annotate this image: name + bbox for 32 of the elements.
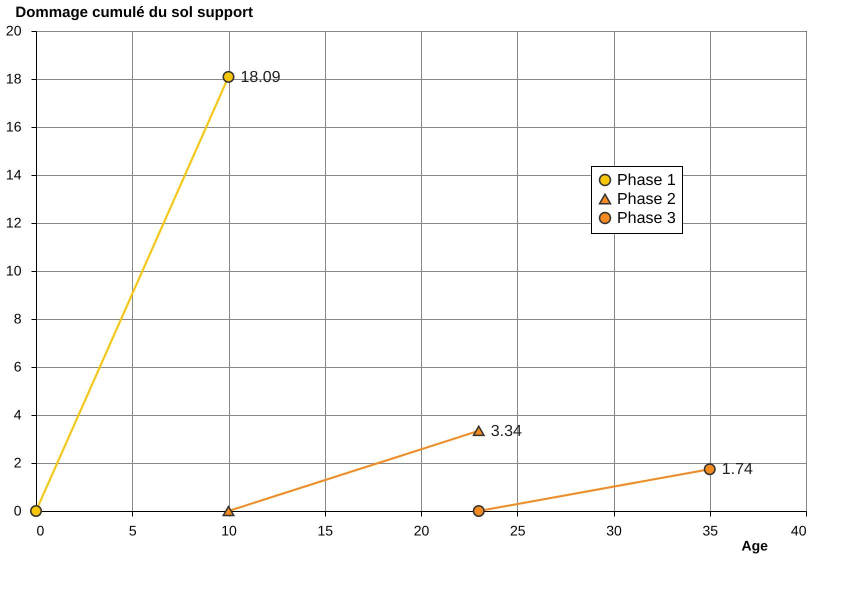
legend-label: Phase 1 (617, 172, 676, 189)
x-tick-label: 20 (414, 522, 430, 538)
data-label: 1.74 (722, 461, 753, 478)
y-tick-label: 2 (14, 454, 22, 470)
x-tick-label: 5 (128, 522, 137, 538)
data-label: 18.09 (240, 68, 281, 86)
point (704, 463, 716, 476)
y-tick-label: 8 (14, 310, 22, 326)
y-tick-label: 18 (6, 70, 22, 86)
x-tick-label: 10 (221, 522, 237, 538)
x-tick-label: 0 (36, 522, 44, 538)
point (222, 70, 234, 83)
point (30, 505, 42, 517)
legend-label: Phase 2 (617, 191, 676, 208)
x-axis-title: Age (742, 538, 768, 554)
x-tick-label: 25 (510, 522, 526, 538)
legend-label: Phase 3 (617, 210, 676, 227)
y-tick-label: 20 (6, 22, 22, 38)
x-tick-label: 15 (317, 522, 334, 538)
y-tick-label: 4 (14, 406, 22, 422)
y-tick-label: 16 (6, 118, 22, 134)
y-tick-label: 14 (6, 166, 22, 182)
x-tick-label: 40 (790, 522, 807, 538)
data-label: 3.34 (490, 422, 522, 440)
point (472, 505, 485, 517)
y-tick-label: 0 (14, 502, 22, 518)
x-tick-label: 35 (702, 522, 718, 538)
x-tick-label: 30 (606, 522, 622, 538)
y-tick-label: 6 (14, 358, 22, 374)
y-tick-label: 12 (6, 214, 22, 230)
chart-title: Dommage cumulé du sol support (15, 4, 253, 21)
y-tick-label: 10 (6, 262, 22, 278)
